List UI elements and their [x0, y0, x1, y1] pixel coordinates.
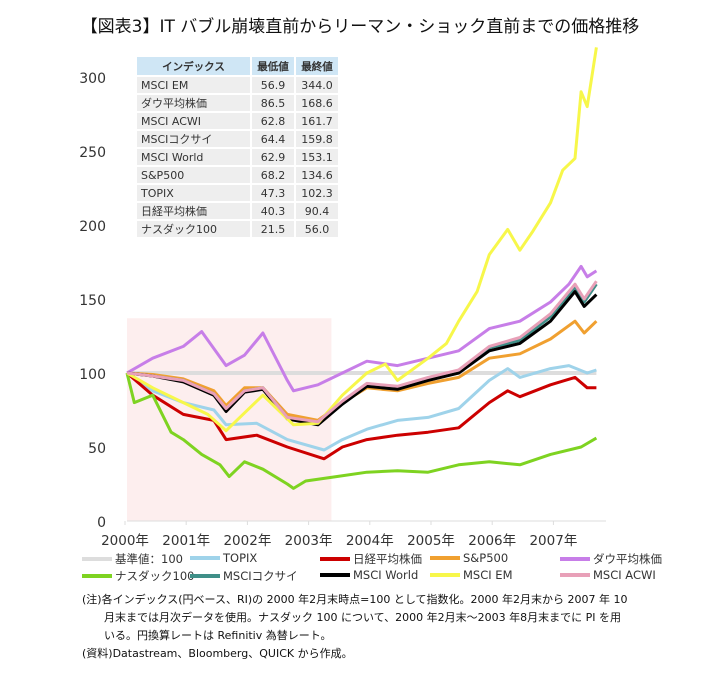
legend-item: MSCI ACWI [560, 568, 656, 582]
table-cell-value: 68.2 [252, 167, 294, 183]
legend-swatch [320, 557, 350, 561]
legend-label: MSCI EM [463, 568, 513, 582]
table-cell-value: 21.5 [252, 221, 294, 237]
table-cell-value: 40.3 [252, 203, 294, 219]
series-line [125, 372, 598, 490]
table-cell-value: 134.6 [296, 167, 338, 183]
legend-item: MSCIコクサイ [190, 568, 298, 584]
table-cell-name: TOPIX [137, 185, 250, 201]
legend-item: TOPIX [190, 551, 257, 565]
y-tick-label: 100 [79, 367, 106, 383]
legend-label: 基準値：100 [115, 552, 183, 566]
table-cell-value: 90.4 [296, 203, 338, 219]
x-tick-label: 2001年 [162, 533, 210, 549]
note-line: いる。円換算レートは Refinitiv 為替レート。 [104, 629, 332, 642]
legend-swatch [560, 557, 590, 561]
table-cell-name: ナスダック100 [137, 221, 250, 237]
table-cell-value: 86.5 [252, 95, 294, 111]
legend-swatch [82, 574, 112, 578]
legend-swatch [430, 573, 460, 577]
table-header: インデックス [137, 57, 250, 75]
legend-item: S&P500 [430, 551, 508, 565]
legend-swatch [190, 574, 220, 578]
legend-swatch [82, 557, 112, 561]
table-cell-value: 62.8 [252, 113, 294, 129]
legend-label: ダウ平均株価 [593, 552, 662, 566]
series-line [126, 47, 598, 433]
table-cell-value: 47.3 [252, 185, 294, 201]
legend-item: MSCI World [320, 568, 418, 582]
legend-swatch [560, 573, 590, 577]
legend-swatch [430, 556, 460, 560]
table-cell-value: 161.7 [296, 113, 338, 129]
legend-item: 日経平均株価 [320, 551, 422, 567]
x-tick-label: 2007年 [529, 533, 577, 549]
table-row: TOPIX 47.3 102.3 [137, 185, 338, 201]
legend-swatch [320, 573, 350, 577]
table-cell-value: 64.4 [252, 131, 294, 147]
table-cell-value: 56.0 [296, 221, 338, 237]
series-line [126, 280, 598, 424]
table-row: S&P500 68.2 134.6 [137, 167, 338, 183]
table-cell-value: 62.9 [252, 149, 294, 165]
legend-item: MSCI EM [430, 568, 513, 582]
table-cell-name: S&P500 [137, 167, 250, 183]
table-cell-value: 168.6 [296, 95, 338, 111]
table-cell-value: 344.0 [296, 77, 338, 93]
legend-label: MSCI ACWI [593, 568, 656, 582]
y-tick-label: 0 [97, 515, 106, 531]
x-tick-label: 2002年 [223, 533, 271, 549]
table-cell-value: 153.1 [296, 149, 338, 165]
legend-item: ダウ平均株価 [560, 551, 662, 567]
table-cell-name: MSCI EM [137, 77, 250, 93]
y-tick-label: 150 [79, 293, 106, 309]
table-cell-name: 日経平均株価 [137, 203, 250, 219]
table-row: 日経平均株価 40.3 90.4 [137, 203, 338, 219]
table-row: MSCI ACWI 62.8 161.7 [137, 113, 338, 129]
legend-item: 基準値：100 [82, 551, 183, 567]
x-tick-label: 2004年 [346, 533, 394, 549]
table-cell-name: MSCIコクサイ [137, 131, 250, 147]
legend-label: 日経平均株価 [353, 552, 422, 566]
legend-label: TOPIX [223, 551, 258, 565]
x-tick-label: 2003年 [285, 533, 333, 549]
legend-label: ナスダック100 [115, 569, 195, 583]
source-line: (資料)Datastream、Bloomberg、QUICK から作成。 [82, 647, 353, 660]
legend-label: MSCI World [353, 568, 419, 582]
y-tick-label: 250 [79, 145, 106, 161]
table-header: 最低値 [252, 57, 294, 75]
table-row: ダウ平均株価 86.5 168.6 [137, 95, 338, 111]
x-tick-label: 2005年 [407, 533, 455, 549]
note-line: (注)各インデックス(円ベース、RI)の 2000 年2月末時点=100 として… [82, 593, 628, 606]
y-tick-label: 50 [88, 441, 106, 457]
summary-table: インデックス 最低値 最終値 MSCI EM 56.9 344.0 ダウ平均株価 86.… [135, 55, 340, 239]
table-cell-name: MSCI ACWI [137, 113, 250, 129]
chart-title: 【図表3】IT バブル崩壊直前からリーマン・ショック直前までの価格推移 [80, 17, 640, 37]
note-line: 月末までは月次データを使用。ナスダック 100 について、2000 年2月末～2… [104, 611, 621, 624]
table-cell-name: MSCI World [137, 149, 250, 165]
table-cell-value: 159.8 [296, 131, 338, 147]
table-cell-value: 56.9 [252, 77, 294, 93]
legend-label: S&P500 [463, 551, 509, 565]
table-cell-name: ダウ平均株価 [137, 95, 250, 111]
table-cell-value: 102.3 [296, 185, 338, 201]
series-line [126, 364, 597, 452]
table-row: MSCIコクサイ 64.4 159.8 [137, 131, 338, 147]
x-tick-label: 2006年 [468, 533, 516, 549]
y-tick-label: 300 [79, 71, 106, 87]
table-row: ナスダック100 21.5 56.0 [137, 221, 338, 237]
legend-item: ナスダック100 [82, 568, 194, 584]
notes: (注)各インデックス(円ベース、RI)の 2000 年2月末時点=100 として… [82, 591, 642, 663]
legend-swatch [190, 556, 220, 560]
legend-label: MSCIコクサイ [223, 569, 298, 583]
table-header: 最終値 [296, 57, 338, 75]
table-row: MSCI EM 56.9 344.0 [137, 77, 338, 93]
x-tick-label: 2000年 [101, 533, 149, 549]
table-row: MSCI World 62.9 153.1 [137, 149, 338, 165]
series-line [126, 264, 598, 393]
y-tick-label: 200 [79, 219, 106, 235]
